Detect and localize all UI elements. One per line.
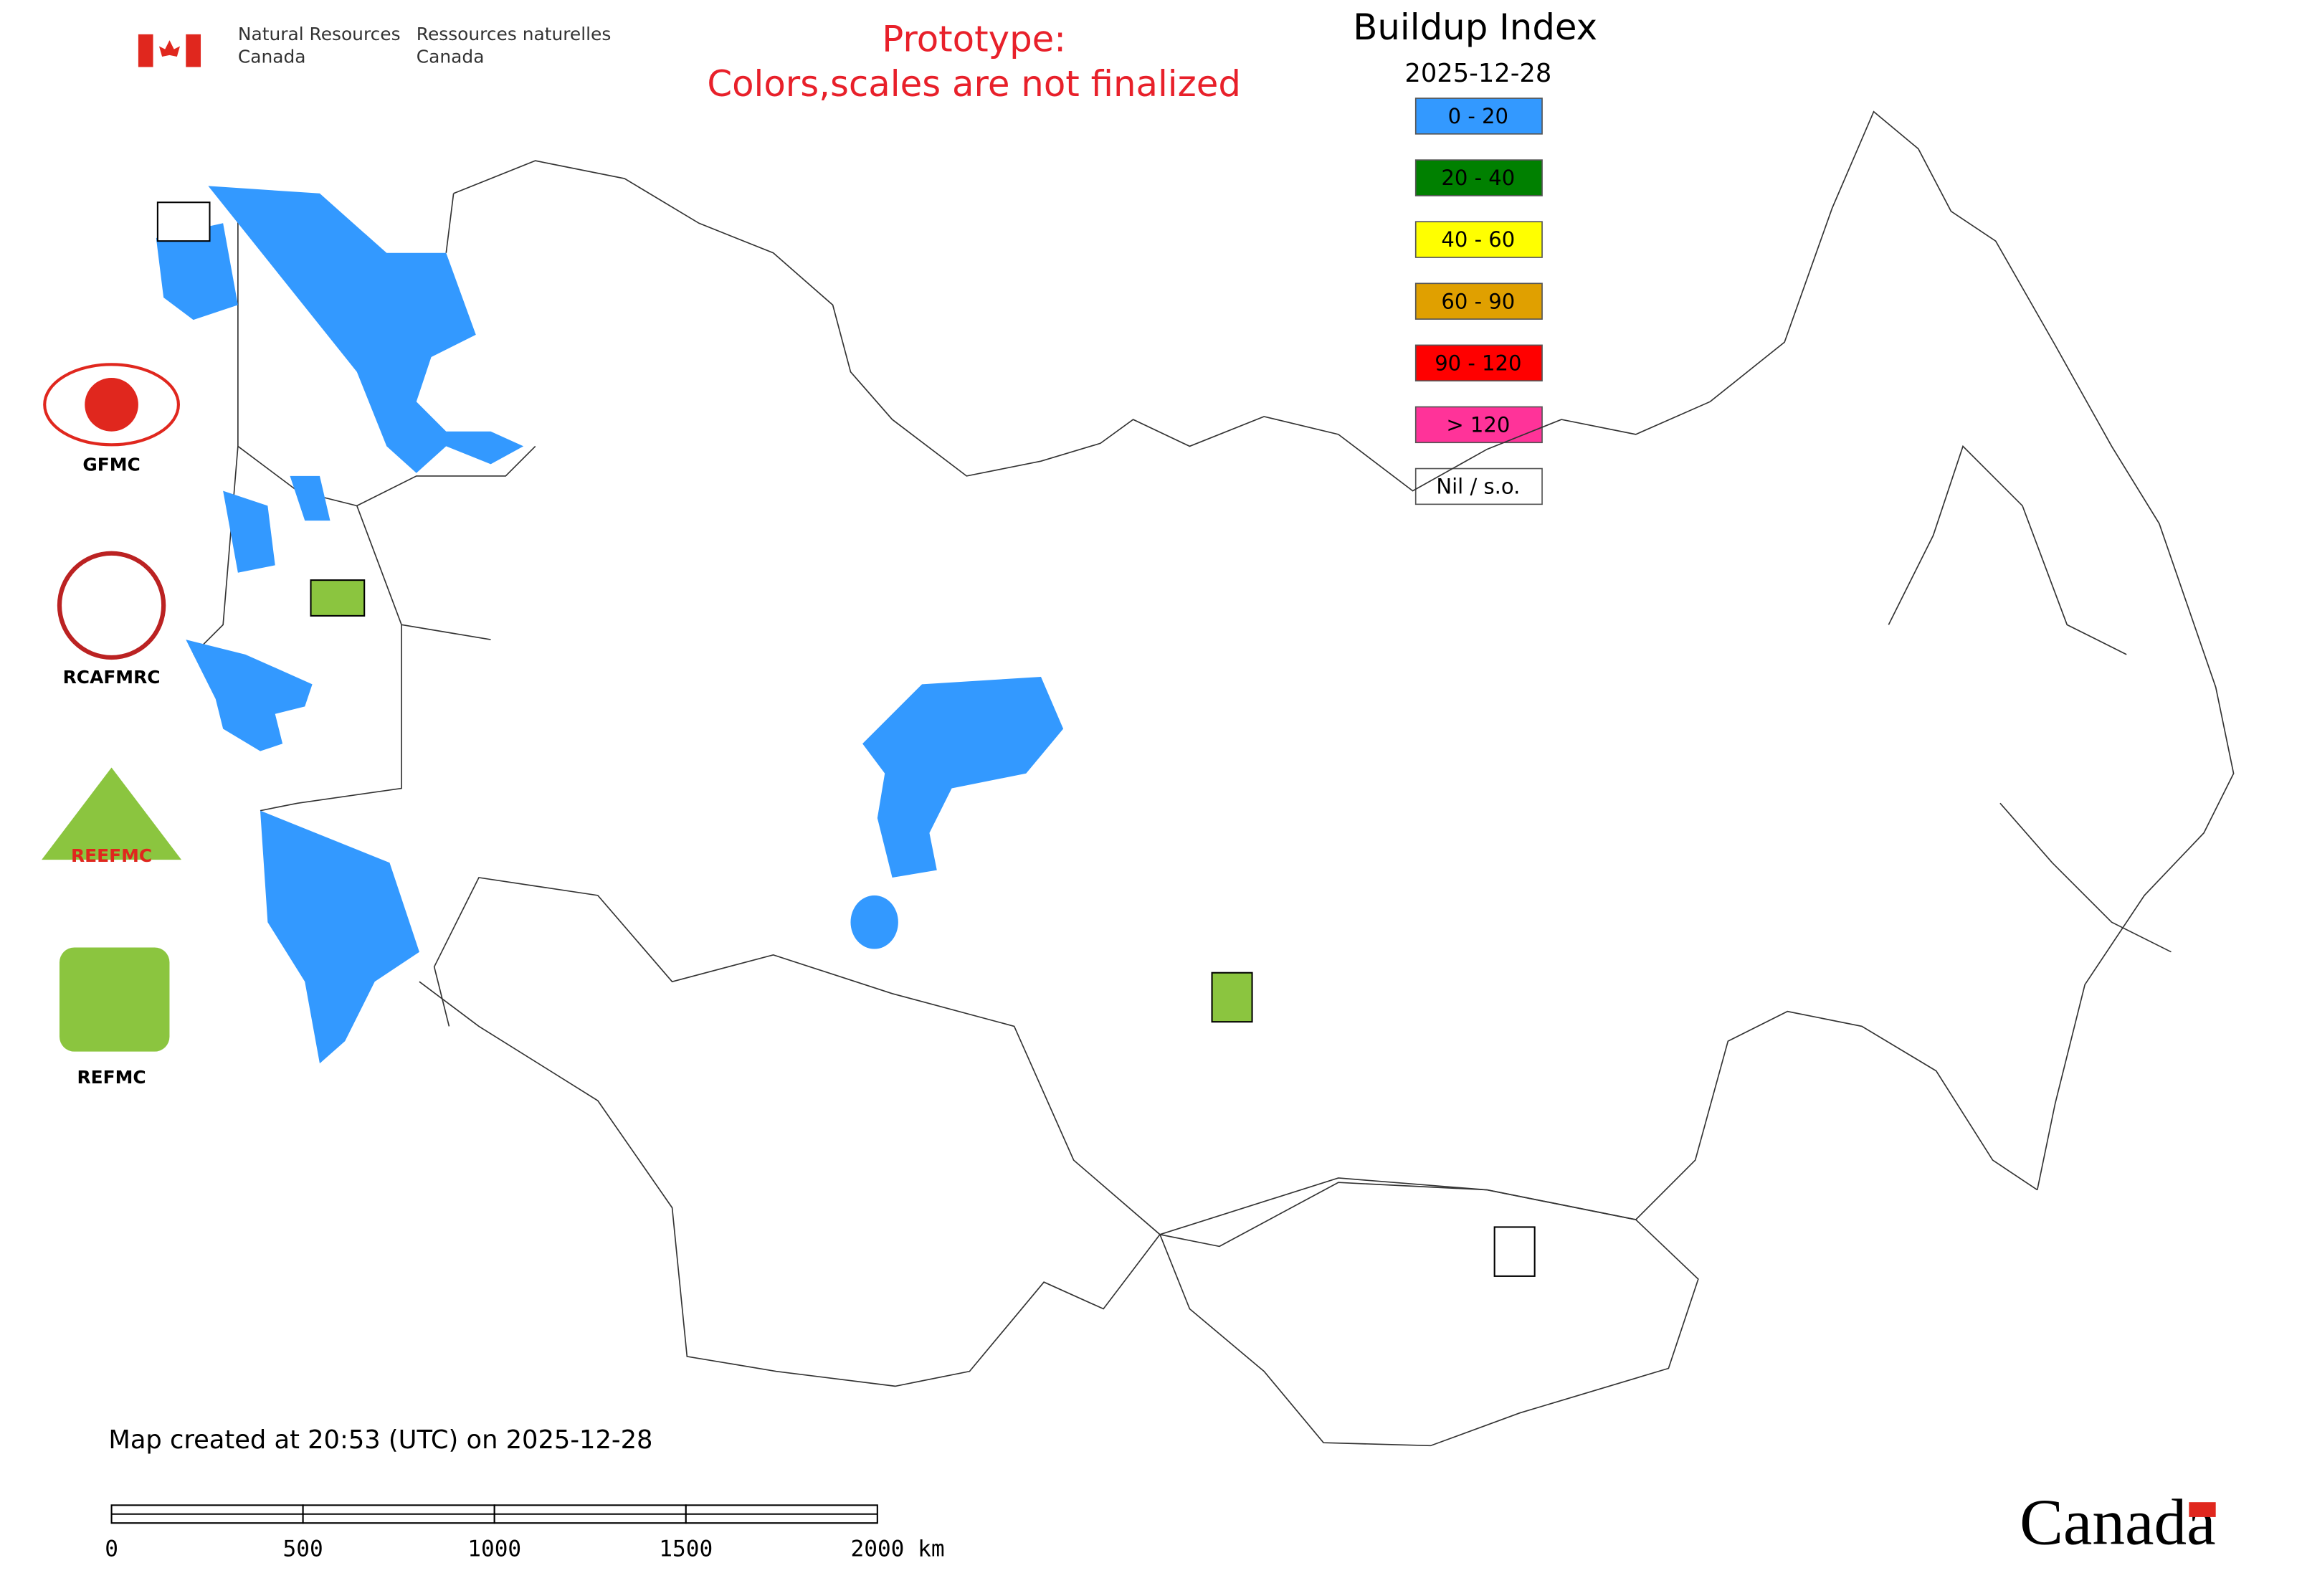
prototype-notice: Prototype: (882, 19, 1066, 60)
legend: 0 - 20 20 - 40 40 - 60 60 - 90 90 - 120 > 120… (1414, 98, 1543, 505)
legend-label: 20 - 40 (1441, 166, 1515, 190)
maple-leaf (158, 40, 180, 57)
agency-fr: Ressources naturelles (417, 24, 612, 44)
prototype-notice: Colors,scales are not finalized (707, 63, 1241, 105)
map-marker (1211, 972, 1253, 1023)
flag-bar (138, 34, 153, 67)
index-area (223, 490, 275, 573)
index-areas (156, 186, 1064, 1064)
map-marker (310, 579, 366, 617)
index-area (862, 676, 1064, 878)
legend-swatch (1414, 98, 1543, 135)
legend-label: 0 - 20 (1448, 104, 1508, 128)
flag-bar (186, 34, 201, 67)
legend-swatch (1414, 159, 1543, 196)
legend-swatch (1414, 221, 1543, 258)
legend-swatch (1414, 282, 1543, 320)
gfmc-logo (43, 363, 180, 447)
canada-wordmark: Canada (2020, 1486, 2216, 1558)
legend-swatch (1414, 344, 1543, 381)
refmc-logo (59, 947, 170, 1052)
index-area (208, 186, 524, 473)
partner-logos: GFMC RCAFMRC REEFMC REFMC (42, 201, 1536, 1277)
scale-bar: 0 500 1000 1500 2000 km (105, 1504, 945, 1562)
index-area (850, 895, 898, 949)
scale-label: 1000 (467, 1536, 521, 1562)
rcafmrc-logo (57, 551, 166, 660)
agency-en: Natural Resources (238, 24, 401, 44)
map-title: Buildup Index (1353, 6, 1597, 48)
legend-label: 90 - 120 (1435, 351, 1521, 375)
scale-label: 2000 km (850, 1536, 944, 1562)
legend-label: 40 - 60 (1441, 227, 1515, 252)
legend-label: 60 - 90 (1441, 289, 1515, 313)
legend-swatch (1414, 467, 1543, 505)
map-date: 2025-12-28 (1404, 59, 1551, 88)
sakhalin-coast (1888, 445, 2172, 953)
basemap (193, 110, 2235, 1447)
agency-en: Canada (238, 46, 306, 67)
scale-label: 500 (283, 1536, 323, 1562)
southern-border (433, 877, 2038, 1248)
gfmc-logo (85, 378, 138, 432)
creation-note: Map created at 20:53 (UTC) on 2025-12-28 (108, 1425, 652, 1455)
europe-borders (193, 193, 536, 812)
mongolia-border (1159, 1177, 1699, 1447)
wordmark-flag (2189, 1502, 2216, 1517)
government-header: Natural Resources Canada Ressources natu… (138, 24, 611, 67)
logo-label: RCAFMRC (63, 667, 161, 688)
index-area (156, 223, 238, 320)
map-marker (156, 201, 211, 242)
logo-wordmark: REEFMC (71, 845, 152, 866)
scale-label: 0 (105, 1536, 118, 1562)
index-area (186, 640, 313, 751)
index-area (260, 810, 419, 1064)
agency-fr: Canada (417, 46, 485, 67)
logo-label: REFMC (77, 1067, 146, 1088)
scale-label: 1500 (659, 1536, 713, 1562)
legend-label: > 120 (1446, 412, 1510, 437)
legend-label: Nil / s.o. (1436, 475, 1520, 499)
map-marker (1493, 1226, 1536, 1277)
legend-swatch (1414, 406, 1543, 444)
index-area (290, 475, 330, 521)
central-asia-border (419, 981, 1161, 1387)
coastline (453, 110, 2235, 1190)
reefmc-logo (42, 767, 182, 860)
logo-label: GFMC (82, 454, 140, 475)
